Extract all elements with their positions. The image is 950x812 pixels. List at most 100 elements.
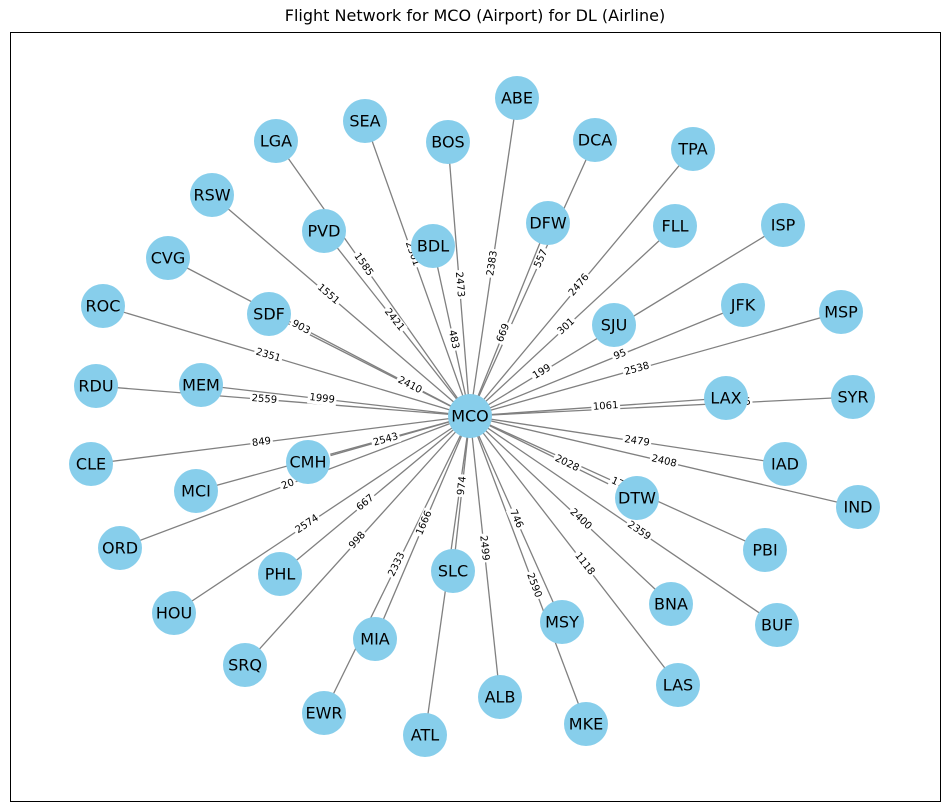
edge-label-group-abe: 2383 xyxy=(484,248,501,279)
edge-mco-cle xyxy=(90,415,471,465)
node-label-abe: ABE xyxy=(501,89,533,108)
edge-label-group-isp: 199 xyxy=(529,361,555,384)
node-label-ord: ORD xyxy=(102,539,138,558)
edge-label-bg xyxy=(413,507,436,539)
edge-label-bg xyxy=(380,304,408,335)
edge-label-bg xyxy=(455,473,470,498)
edge-label-ewr: 2333 xyxy=(386,551,407,579)
node-label-las: LAS xyxy=(663,676,693,695)
edge-label-lga: 1585 xyxy=(351,251,375,278)
edge-label-bg xyxy=(529,361,555,384)
node-label-jfk: JFK xyxy=(730,296,756,315)
node-tpa: TPA xyxy=(671,127,715,171)
node-circle-ewr xyxy=(302,691,346,735)
edge-label-group-buf: 2359 xyxy=(623,517,655,545)
edge-label-jfk: 95 xyxy=(612,347,628,362)
edge-label-bg xyxy=(288,316,314,339)
node-label-mco: MCO xyxy=(451,407,489,426)
edge-label-bg xyxy=(476,533,492,564)
node-label-bdl: BDL xyxy=(417,237,449,256)
edge-label-slc: 974 xyxy=(456,476,469,496)
node-mci: MCI xyxy=(174,469,218,513)
node-label-cle: CLE xyxy=(76,455,106,474)
edge-label-bg xyxy=(445,327,462,352)
node-lga: LGA xyxy=(254,119,298,163)
node-label-srq: SRQ xyxy=(228,656,262,675)
edge-label-bg xyxy=(345,528,370,553)
edge-label-group-las: 1118 xyxy=(570,548,598,580)
node-circle-isp xyxy=(761,203,805,247)
edge-label-mke: 2590 xyxy=(524,572,543,600)
edge-label-hou: 2574 xyxy=(294,513,321,536)
node-circle-rdu xyxy=(74,364,118,408)
node-circle-hou xyxy=(152,591,196,635)
edge-label-rdu: 2559 xyxy=(251,393,277,406)
node-circle-cle xyxy=(69,442,113,486)
node-label-lax: LAX xyxy=(710,389,741,408)
node-label-pbi: PBI xyxy=(752,541,777,560)
node-label-msy: MSY xyxy=(545,613,579,632)
edge-label-group-rsw: 1551 xyxy=(313,280,343,309)
node-circle-roc xyxy=(81,284,125,328)
edge-label-bos: 2473 xyxy=(453,271,466,297)
node-circle-dca xyxy=(573,118,617,162)
node-ord: ORD xyxy=(98,526,142,570)
edge-label-mia: 1666 xyxy=(414,509,434,537)
node-label-ind: IND xyxy=(843,498,872,517)
node-slc: SLC xyxy=(431,549,475,593)
node-dfw: DFW xyxy=(526,201,570,245)
edge-label-group-lax: 1061 xyxy=(590,399,621,414)
node-label-bos: BOS xyxy=(431,133,464,152)
edge-label-group-alb: 2499 xyxy=(476,533,492,564)
node-label-msp: MSP xyxy=(824,303,858,322)
node-pbi: PBI xyxy=(743,528,787,572)
edge-label-bg xyxy=(493,320,514,346)
edge-label-bg xyxy=(570,548,598,580)
node-jfk: JFK xyxy=(721,283,765,327)
edge-label-group-roc: 2351 xyxy=(252,345,284,366)
edge-label-bg xyxy=(484,248,501,279)
node-alb: ALB xyxy=(478,675,522,719)
edge-label-bg xyxy=(313,280,343,309)
edge-label-bg xyxy=(249,392,280,407)
edge-label-sdf: 2410 xyxy=(396,375,424,396)
edge-label-group-slc: 974 xyxy=(455,473,470,498)
node-syr: SYR xyxy=(831,375,875,419)
node-label-phl: PHL xyxy=(265,565,296,584)
edge-label-rsw: 1551 xyxy=(315,282,341,307)
edge-mco-lga xyxy=(275,140,471,417)
node-circle-cvg xyxy=(146,236,190,280)
edge-label-bg xyxy=(394,373,426,398)
node-label-tpa: TPA xyxy=(677,140,707,159)
edge-label-group-cmh: 2543 xyxy=(370,430,402,450)
edge-label-dtw: 2028 xyxy=(553,453,581,474)
node-las: LAS xyxy=(656,663,700,707)
edge-label-group-ord: 20 xyxy=(278,476,298,494)
node-mem: MEM xyxy=(179,363,223,407)
edge-label-group-mia: 1666 xyxy=(413,507,436,539)
node-fll: FLL xyxy=(653,204,697,248)
node-atl: ATL xyxy=(403,713,447,757)
node-label-atl: ATL xyxy=(411,726,439,745)
edge-mco-dca xyxy=(469,139,596,417)
edge-label-group-ewr: 2333 xyxy=(385,548,409,581)
edge-label-ord: 20 xyxy=(280,477,296,492)
edge-mco-hou xyxy=(173,415,471,614)
node-srq: SRQ xyxy=(223,643,267,687)
node-label-syr: SYR xyxy=(837,388,868,407)
node-circle-mem xyxy=(179,363,223,407)
node-label-mem: MEM xyxy=(182,376,220,395)
node-circle-sju xyxy=(592,303,636,347)
node-msp: MSP xyxy=(819,290,863,334)
edge-mco-mci xyxy=(195,415,471,492)
edge-label-group-rdu: 2559 xyxy=(249,392,280,407)
node-label-lga: LGA xyxy=(260,132,292,151)
node-dca: DCA xyxy=(573,118,617,162)
node-label-dca: DCA xyxy=(578,131,612,150)
node-label-sea: SEA xyxy=(349,112,380,131)
node-dtw: DTW xyxy=(615,476,659,520)
node-circle-cmh xyxy=(286,440,330,484)
edge-label-bg xyxy=(452,269,467,300)
edge-label-bg xyxy=(307,391,338,407)
